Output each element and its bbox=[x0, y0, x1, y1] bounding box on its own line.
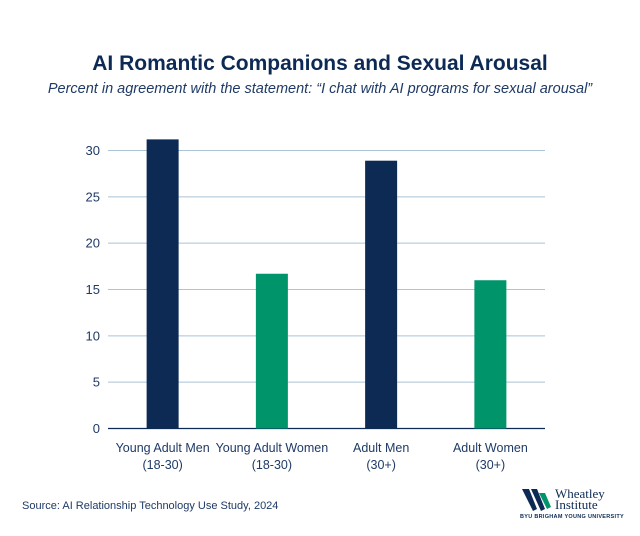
bar bbox=[365, 160, 398, 429]
source-note: Source: AI Relationship Technology Use S… bbox=[22, 500, 279, 512]
x-tick-label: Young Adult Men bbox=[116, 441, 210, 455]
x-tick-label: (30+) bbox=[476, 458, 506, 472]
wheatley-logo-text: Wheatley Institute bbox=[555, 486, 605, 512]
wheatley-logo-mark bbox=[522, 489, 551, 511]
x-tick-label: Adult Women bbox=[453, 441, 528, 455]
x-tick-label: (18-30) bbox=[142, 458, 182, 472]
bar bbox=[146, 139, 179, 429]
x-tick-label: Adult Men bbox=[353, 441, 409, 455]
y-tick-label: 0 bbox=[93, 421, 100, 436]
y-tick-label: 30 bbox=[86, 143, 100, 158]
y-tick-label: 10 bbox=[86, 328, 100, 343]
chart-subtitle: Percent in agreement with the statement:… bbox=[47, 81, 593, 97]
y-tick-label: 20 bbox=[86, 236, 100, 251]
bar-chart: 0 5 10 15 20 25 30 Young Adult Men (18-30) Young … bbox=[86, 139, 545, 472]
y-tick-label: 15 bbox=[86, 282, 100, 297]
y-tick-label: 5 bbox=[93, 375, 100, 390]
chart-title: AI Romantic Companions and Sexual Arousa… bbox=[92, 52, 548, 75]
bar bbox=[474, 280, 507, 429]
wheatley-logo: Wheatley Institute BYU BRIGHAM YOUNG UNI… bbox=[518, 485, 636, 525]
x-tick-label: (30+) bbox=[366, 458, 396, 472]
bar bbox=[255, 273, 288, 429]
byu-subtitle: BYU BRIGHAM YOUNG UNIVERSITY bbox=[520, 514, 624, 520]
x-tick-label: Young Adult Women bbox=[216, 441, 329, 455]
y-tick-label: 25 bbox=[86, 189, 100, 204]
x-tick-label: (18-30) bbox=[252, 458, 292, 472]
